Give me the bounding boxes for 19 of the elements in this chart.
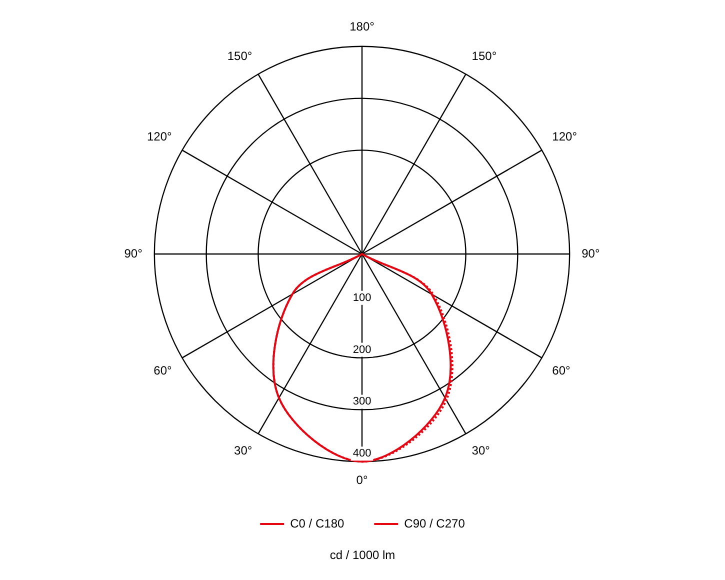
spoke-label: 120° [146, 129, 172, 144]
y-tick-label: 100 [352, 292, 372, 304]
spoke-label: 0° [356, 473, 368, 488]
spoke-label: 180° [350, 20, 375, 34]
y-tick-label: 200 [352, 344, 372, 356]
text: cd / 1000 lm [328, 548, 396, 562]
spoke-label: 90° [582, 246, 600, 260]
spoke-label: 150° [472, 48, 497, 63]
y-tick-label: 300 [352, 396, 372, 408]
legend-label: C0 / C180 [290, 516, 344, 530]
spoke-label: 30° [234, 444, 252, 458]
spoke-label: 90° [124, 246, 143, 260]
spoke-label: 150° [227, 48, 252, 63]
spoke-label: 60° [552, 363, 571, 378]
spoke-label: 30° [472, 444, 490, 458]
y-tick-label: 400 [352, 448, 372, 460]
spoke-label: 60° [154, 363, 172, 378]
spoke-label: 120° [552, 129, 578, 144]
legend-label: C90 / C270 [404, 516, 466, 530]
